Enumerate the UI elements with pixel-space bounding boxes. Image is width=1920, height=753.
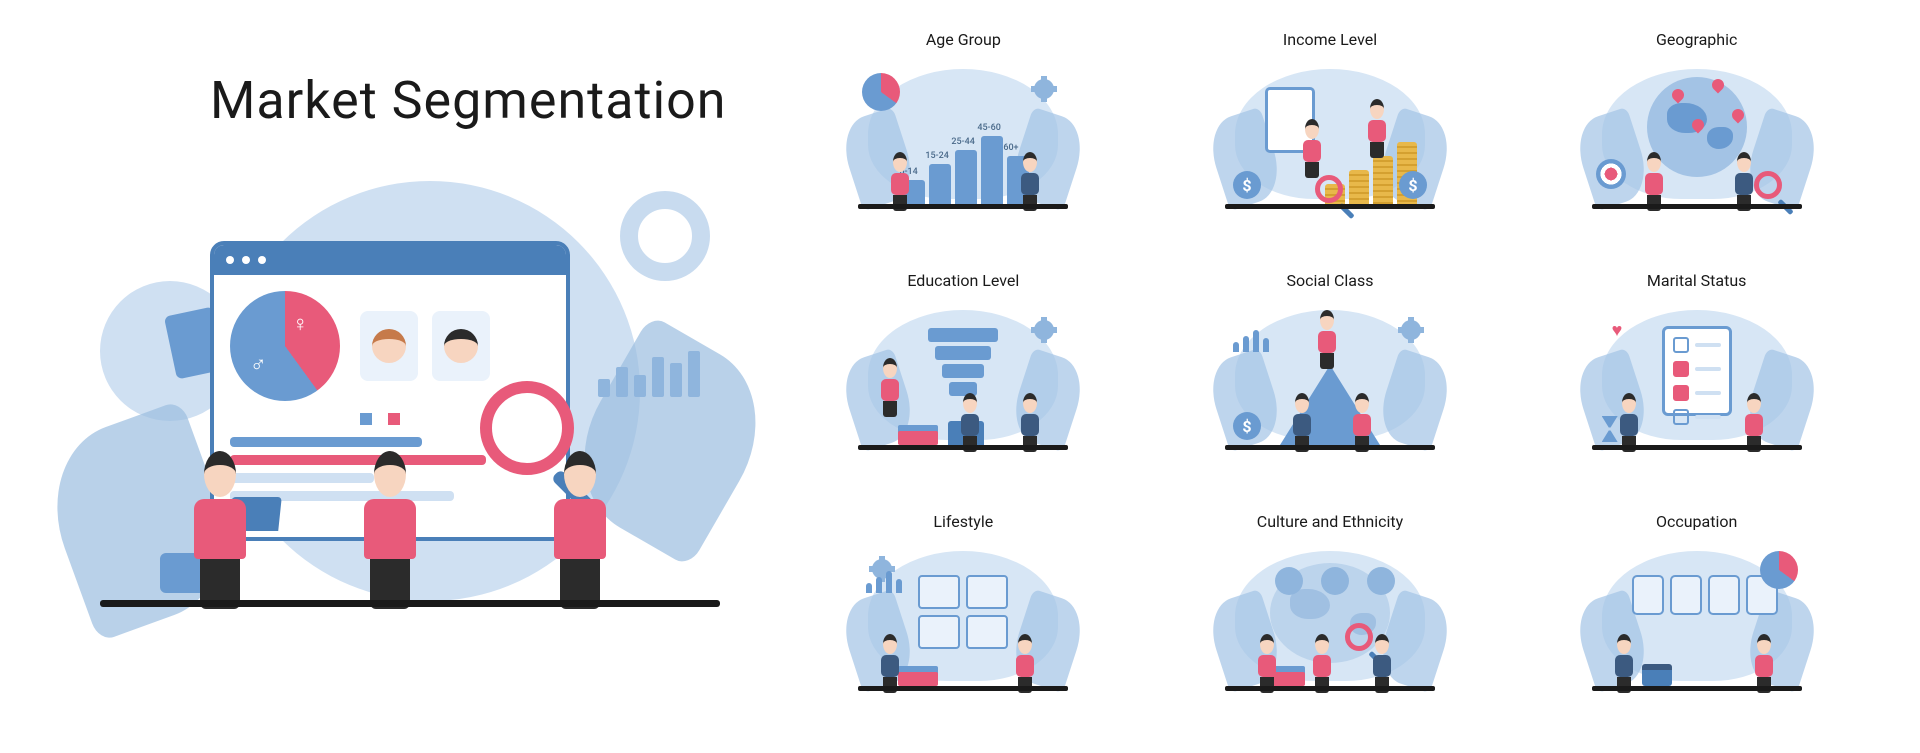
segment-illustration: $$ xyxy=(1215,59,1445,209)
segment-education_level: Education Level xyxy=(800,271,1127,482)
funnel-icon xyxy=(928,328,998,398)
person-figure-icon xyxy=(1300,119,1324,171)
person-figure-icon xyxy=(1013,634,1037,686)
donut-chart-icon xyxy=(620,191,710,281)
segment-social_class: Social Class $ xyxy=(1167,271,1494,482)
female-symbol-icon: ♀ xyxy=(292,311,309,337)
person-figure-icon xyxy=(1018,393,1042,445)
person-figure-icon xyxy=(878,358,902,410)
ground-line xyxy=(858,445,1068,450)
ground-line xyxy=(100,600,720,607)
person-figure-icon xyxy=(1315,310,1339,362)
segment-age_group: Age Group 5-1415-2425-4445-6060+ xyxy=(800,30,1127,241)
gear-icon xyxy=(1034,320,1054,340)
bar-chart-icon xyxy=(866,571,902,593)
ground-line xyxy=(1592,686,1802,691)
segment-title: Social Class xyxy=(1287,271,1374,290)
segment-geographic: Geographic xyxy=(1533,30,1860,241)
magnifier-icon xyxy=(1345,623,1373,651)
person-figure-icon xyxy=(1642,152,1666,204)
segment-title: Occupation xyxy=(1656,512,1737,531)
bar-chart-icon xyxy=(1233,330,1269,352)
person-figure-icon xyxy=(1310,634,1334,686)
ground-line xyxy=(1225,445,1435,450)
person-standing-icon xyxy=(350,451,430,601)
person-figure-icon xyxy=(888,152,912,204)
segment-title: Culture and Ethnicity xyxy=(1257,512,1403,531)
person-figure-icon xyxy=(1370,634,1394,686)
person-figure-icon xyxy=(1290,393,1314,445)
person-magnifier-icon xyxy=(540,451,620,601)
person-figure-icon xyxy=(1365,99,1389,151)
ground-line xyxy=(1592,204,1802,209)
photo-grid-icon xyxy=(918,575,1008,649)
dollar-icon: $ xyxy=(1233,171,1261,199)
segment-culture_ethnicity: Culture and Ethnicity xyxy=(1167,512,1494,723)
segment-illustration xyxy=(1582,59,1812,209)
books-icon xyxy=(898,431,938,445)
person-sitting-icon xyxy=(180,451,260,601)
magnifier-icon xyxy=(1315,175,1343,203)
segment-lifestyle: Lifestyle xyxy=(800,512,1127,723)
person-figure-icon xyxy=(1018,152,1042,204)
magnifier-icon xyxy=(1754,171,1782,199)
window-titlebar xyxy=(214,245,566,275)
person-figure-icon xyxy=(1350,393,1374,445)
briefcase-icon xyxy=(1642,664,1672,686)
books-icon xyxy=(898,672,938,686)
person-figure-icon xyxy=(958,393,982,445)
segment-marital_status: Marital Status ♥ xyxy=(1533,271,1860,482)
person-figure-icon xyxy=(1752,634,1776,686)
dollar-icon: $ xyxy=(1233,412,1261,440)
pie-chart-icon xyxy=(862,73,900,111)
person-figure-icon xyxy=(1255,634,1279,686)
segment-title: Marital Status xyxy=(1647,271,1747,290)
dollar-icon: $ xyxy=(1399,171,1427,199)
target-icon xyxy=(1596,159,1626,189)
segment-income_level: Income Level$$ xyxy=(1167,30,1494,241)
age-bar-chart xyxy=(903,136,1029,204)
gender-pie-chart: ♀ ♂ xyxy=(230,291,340,401)
male-symbol-icon: ♂ xyxy=(250,351,267,377)
segment-illustration xyxy=(1582,541,1812,691)
segment-title: Income Level xyxy=(1283,30,1377,49)
ground-line xyxy=(1592,445,1802,450)
segment-title: Geographic xyxy=(1656,30,1737,49)
hero-panel: Market Segmentation ♀ ♂ xyxy=(0,0,790,753)
main-title: Market Segmentation xyxy=(210,70,750,131)
heart-icon: ♥ xyxy=(1612,320,1623,341)
person-figure-icon xyxy=(1742,393,1766,445)
segment-title: Age Group xyxy=(926,30,1001,49)
segment-illustration xyxy=(848,300,1078,450)
ground-line xyxy=(1225,686,1435,691)
segments-grid: Age Group 5-1415-2425-4445-6060+ Income Le… xyxy=(790,0,1920,753)
segment-illustration: $ xyxy=(1215,300,1445,450)
segment-title: Lifestyle xyxy=(933,512,993,531)
checklist-icon xyxy=(1662,326,1732,416)
segment-illustration xyxy=(848,541,1078,691)
person-figure-icon xyxy=(878,634,902,686)
avatar-male-icon xyxy=(360,311,418,381)
segment-occupation: Occupation xyxy=(1533,512,1860,723)
pie-chart-icon xyxy=(1760,551,1798,589)
mini-bar-chart-icon xyxy=(598,351,700,397)
hero-illustration: ♀ ♂ xyxy=(60,161,760,621)
profile-cards-icon xyxy=(1632,575,1778,615)
gear-icon xyxy=(1034,79,1054,99)
person-figure-icon xyxy=(1617,393,1641,445)
segment-illustration xyxy=(1215,541,1445,691)
segment-title: Education Level xyxy=(907,271,1019,290)
avatar-circles-icon xyxy=(1275,567,1395,595)
avatar-female-icon xyxy=(432,311,490,381)
person-figure-icon xyxy=(1612,634,1636,686)
segment-illustration: ♥ xyxy=(1582,300,1812,450)
gear-icon xyxy=(1401,320,1421,340)
ground-line xyxy=(858,686,1068,691)
ground-line xyxy=(858,204,1068,209)
person-figure-icon xyxy=(1732,152,1756,204)
segment-illustration: 5-1415-2425-4445-6060+ xyxy=(848,59,1078,209)
ground-line xyxy=(1225,204,1435,209)
